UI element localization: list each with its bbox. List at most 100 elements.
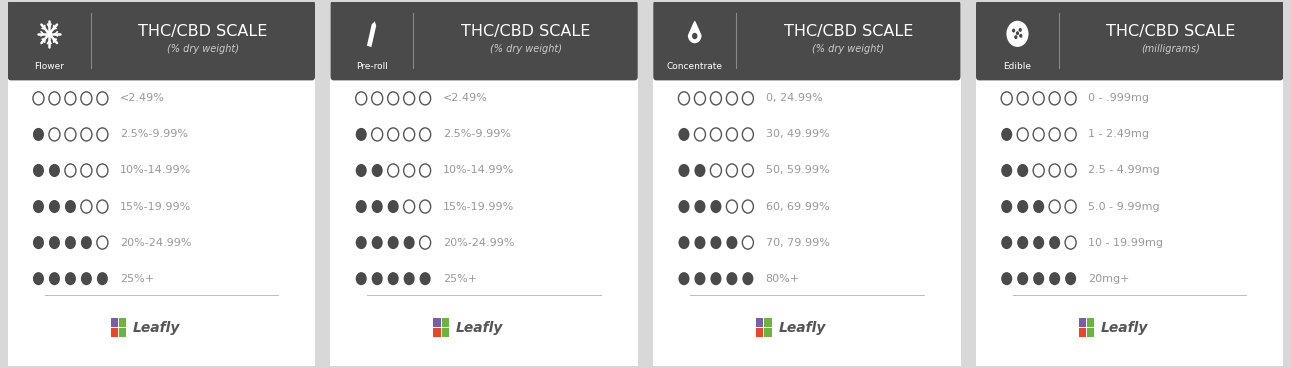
Circle shape xyxy=(34,92,44,105)
Circle shape xyxy=(1065,92,1077,105)
Bar xyxy=(656,41,958,77)
Circle shape xyxy=(1033,272,1044,285)
Circle shape xyxy=(695,200,705,213)
Circle shape xyxy=(1019,34,1022,38)
Circle shape xyxy=(81,128,92,141)
Circle shape xyxy=(65,164,76,177)
Circle shape xyxy=(34,236,44,249)
Circle shape xyxy=(1017,92,1028,105)
Bar xyxy=(111,318,117,327)
Circle shape xyxy=(420,200,431,213)
Circle shape xyxy=(1033,92,1044,105)
Text: Leafly: Leafly xyxy=(778,321,826,335)
Circle shape xyxy=(49,164,59,177)
Circle shape xyxy=(727,200,737,213)
Circle shape xyxy=(695,92,705,105)
Circle shape xyxy=(1050,236,1060,249)
Text: 20mg+: 20mg+ xyxy=(1088,274,1130,284)
Circle shape xyxy=(49,272,59,285)
Circle shape xyxy=(1033,164,1044,177)
Circle shape xyxy=(404,200,414,213)
Bar xyxy=(757,318,763,327)
Text: 10 - 19.99mg: 10 - 19.99mg xyxy=(1088,238,1163,248)
Bar xyxy=(119,318,127,327)
Text: THC/CBD SCALE: THC/CBD SCALE xyxy=(138,24,267,39)
Bar xyxy=(764,318,772,327)
Circle shape xyxy=(742,92,754,105)
Text: Leafly: Leafly xyxy=(133,321,181,335)
Circle shape xyxy=(679,236,689,249)
Text: Pre-roll: Pre-roll xyxy=(356,62,387,71)
FancyBboxPatch shape xyxy=(330,0,638,80)
Text: 5.0 - 9.99mg: 5.0 - 9.99mg xyxy=(1088,202,1161,212)
Circle shape xyxy=(1050,128,1060,141)
Circle shape xyxy=(1050,200,1060,213)
Circle shape xyxy=(372,236,382,249)
Text: <2.49%: <2.49% xyxy=(443,93,488,103)
Circle shape xyxy=(727,128,737,141)
FancyBboxPatch shape xyxy=(8,0,315,80)
Circle shape xyxy=(34,164,44,177)
Circle shape xyxy=(692,33,697,39)
Circle shape xyxy=(387,164,399,177)
Text: 50, 59.99%: 50, 59.99% xyxy=(766,166,829,176)
Circle shape xyxy=(49,200,59,213)
Circle shape xyxy=(1017,200,1028,213)
Polygon shape xyxy=(367,21,376,47)
Text: Flower: Flower xyxy=(35,62,65,71)
Circle shape xyxy=(387,128,399,141)
Circle shape xyxy=(356,236,367,249)
Circle shape xyxy=(97,200,108,213)
Text: Leafly: Leafly xyxy=(1101,321,1149,335)
Circle shape xyxy=(1033,128,1044,141)
Circle shape xyxy=(97,236,108,249)
Text: 70, 79.99%: 70, 79.99% xyxy=(766,238,830,248)
Circle shape xyxy=(372,200,382,213)
Circle shape xyxy=(356,128,367,141)
Circle shape xyxy=(679,92,689,105)
Bar xyxy=(757,328,763,337)
Circle shape xyxy=(81,164,92,177)
Text: 60, 69.99%: 60, 69.99% xyxy=(766,202,829,212)
Circle shape xyxy=(1033,236,1044,249)
Circle shape xyxy=(420,164,431,177)
Circle shape xyxy=(387,272,399,285)
Circle shape xyxy=(1050,164,1060,177)
Circle shape xyxy=(65,128,76,141)
Circle shape xyxy=(420,128,431,141)
Text: 0, 24.99%: 0, 24.99% xyxy=(766,93,822,103)
Circle shape xyxy=(679,272,689,285)
Text: (% dry weight): (% dry weight) xyxy=(489,45,562,54)
Circle shape xyxy=(49,128,59,141)
Circle shape xyxy=(679,164,689,177)
Circle shape xyxy=(356,92,367,105)
Circle shape xyxy=(1017,272,1028,285)
Circle shape xyxy=(1017,164,1028,177)
Circle shape xyxy=(742,200,754,213)
FancyBboxPatch shape xyxy=(5,0,318,368)
Circle shape xyxy=(1033,200,1044,213)
Circle shape xyxy=(1065,128,1077,141)
Text: 25%+: 25%+ xyxy=(120,274,155,284)
Polygon shape xyxy=(688,21,701,43)
Circle shape xyxy=(372,92,382,105)
Circle shape xyxy=(81,92,92,105)
Circle shape xyxy=(727,236,737,249)
Text: Edible: Edible xyxy=(1003,62,1032,71)
Bar xyxy=(333,41,635,77)
Bar xyxy=(442,328,449,337)
Circle shape xyxy=(695,272,705,285)
Circle shape xyxy=(34,128,44,141)
Circle shape xyxy=(97,272,108,285)
Text: 25%+: 25%+ xyxy=(443,274,478,284)
Text: 80%+: 80%+ xyxy=(766,274,800,284)
Bar xyxy=(764,328,772,337)
Circle shape xyxy=(1017,236,1028,249)
Circle shape xyxy=(420,236,431,249)
Circle shape xyxy=(49,92,59,105)
Text: 20%-24.99%: 20%-24.99% xyxy=(443,238,514,248)
Circle shape xyxy=(48,32,52,36)
Text: 30, 49.99%: 30, 49.99% xyxy=(766,130,829,139)
Circle shape xyxy=(1002,200,1012,213)
FancyBboxPatch shape xyxy=(651,0,963,368)
